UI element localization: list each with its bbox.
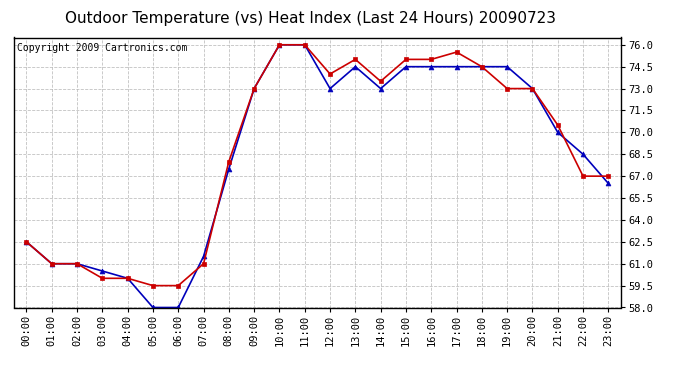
Text: Outdoor Temperature (vs) Heat Index (Last 24 Hours) 20090723: Outdoor Temperature (vs) Heat Index (Las…: [65, 11, 556, 26]
Text: Copyright 2009 Cartronics.com: Copyright 2009 Cartronics.com: [17, 43, 187, 53]
